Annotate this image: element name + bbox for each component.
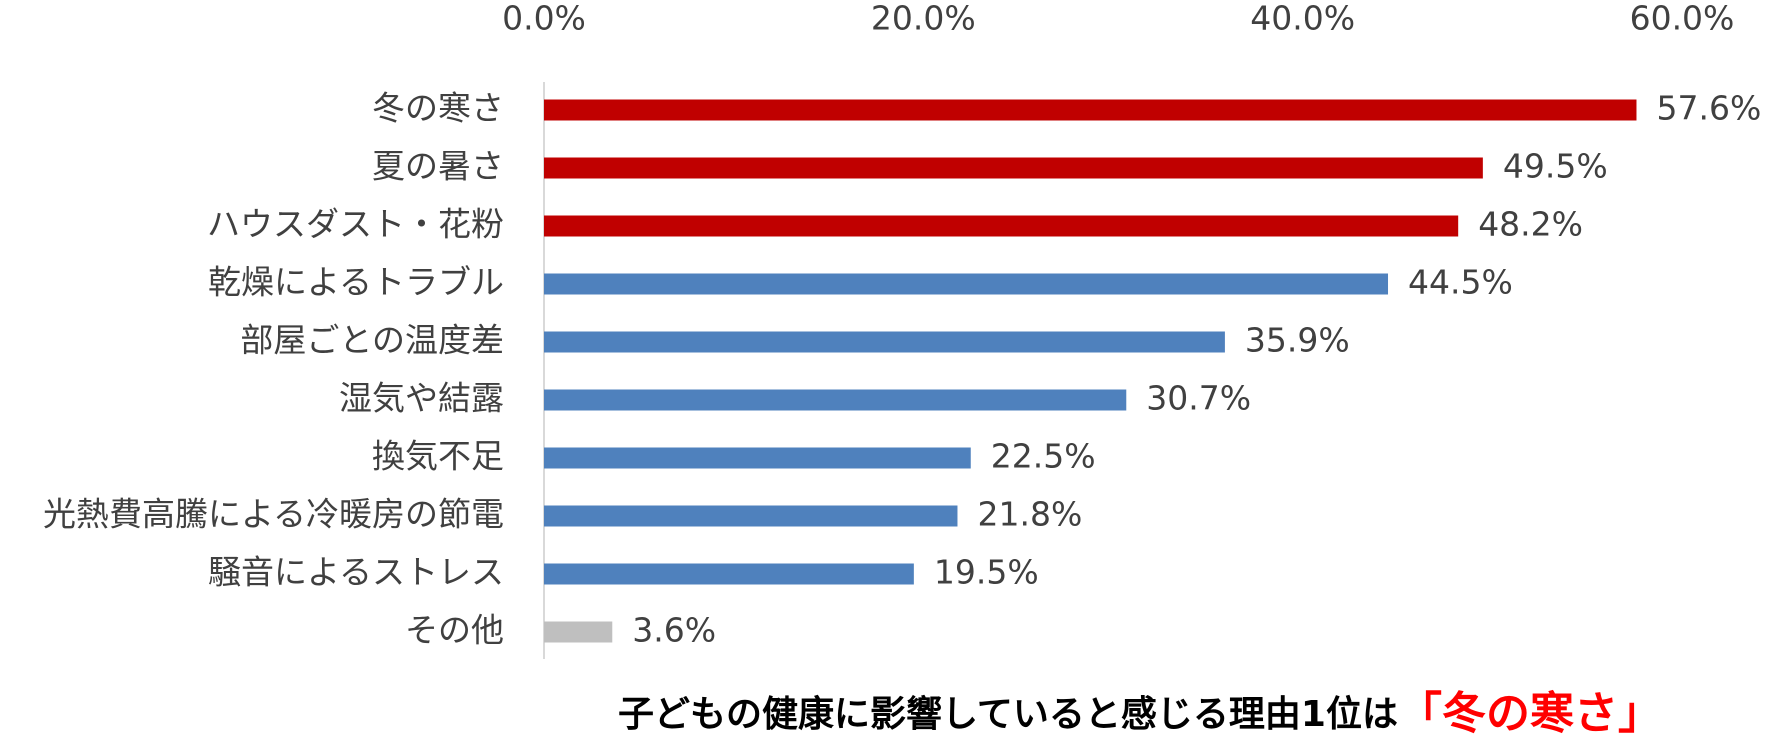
y-tick-label: その他 [405, 611, 504, 650]
value-label: 3.6% [632, 611, 716, 650]
value-label: 22.5% [991, 437, 1096, 476]
bar [544, 389, 1127, 411]
value-label: 48.2% [1478, 205, 1583, 244]
x-tick-label: 20.0% [871, 0, 976, 38]
bar [544, 99, 1637, 121]
bar [544, 157, 1483, 179]
value-label: 35.9% [1245, 321, 1350, 360]
x-tick-label: 0.0% [502, 0, 586, 38]
y-tick-label: 湿気や結露 [339, 379, 504, 418]
value-label: 44.5% [1408, 263, 1513, 302]
value-label: 30.7% [1146, 379, 1251, 418]
bar [544, 563, 914, 585]
bar [544, 331, 1225, 353]
x-tick-label: 40.0% [1250, 0, 1355, 38]
y-tick-label: 光熱費高騰による冷暖房の節電 [43, 495, 504, 534]
y-tick-label: ハウスダスト・花粉 [207, 205, 504, 244]
bar [544, 215, 1459, 237]
bar [544, 273, 1389, 295]
caption: 子どもの健康に影響していると感じる理由1位は「冬の寒さ」 [618, 688, 1662, 739]
caption-highlight: 「冬の寒さ」 [1398, 688, 1662, 739]
y-tick-label: 騒音によるストレス [208, 553, 504, 592]
value-label: 19.5% [934, 553, 1039, 592]
value-label: 21.8% [977, 495, 1082, 534]
y-tick-label: 換気不足 [372, 437, 504, 476]
bar [544, 505, 958, 527]
x-tick-label: 60.0% [1630, 0, 1735, 38]
y-tick-label: 冬の寒さ [372, 89, 504, 128]
value-label: 57.6% [1656, 89, 1761, 128]
bar [544, 447, 971, 469]
y-tick-label: 夏の暑さ [372, 147, 504, 186]
y-tick-label: 部屋ごとの温度差 [240, 321, 504, 360]
bar [544, 621, 613, 643]
caption-text: 子どもの健康に影響していると感じる理由1位は [618, 693, 1398, 735]
value-label: 49.5% [1503, 147, 1608, 186]
y-tick-label: 乾燥によるトラブル [208, 263, 504, 302]
